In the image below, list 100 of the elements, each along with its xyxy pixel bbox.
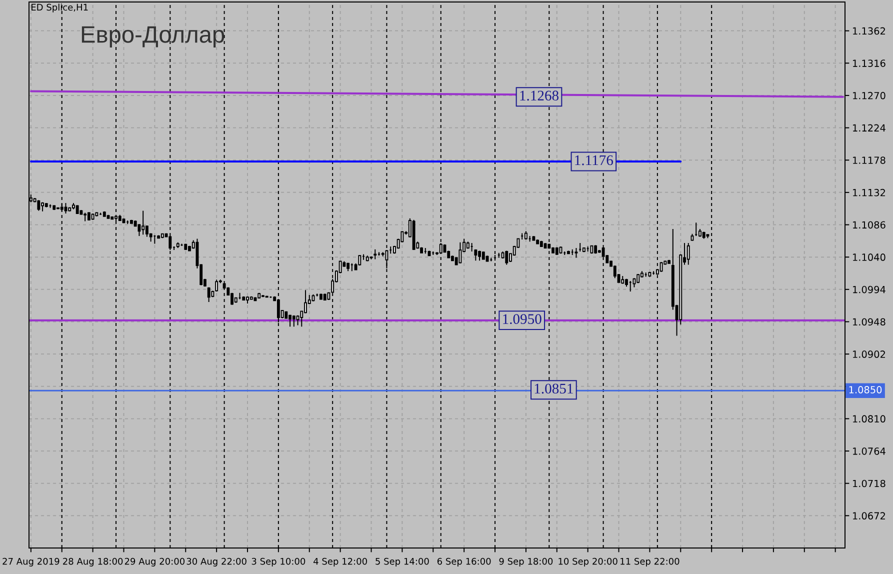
candlestick [524, 230, 528, 240]
candlestick [625, 278, 628, 288]
candlestick [458, 242, 462, 264]
candlestick [520, 232, 524, 240]
candlestick [246, 296, 249, 304]
candlestick [242, 296, 246, 300]
candlestick [37, 200, 40, 212]
candlestick [87, 212, 90, 222]
candlestick [323, 293, 326, 300]
x-tick-label: 30 Aug 22:00 [186, 558, 246, 566]
x-tick-label: 9 Sep 18:00 [499, 558, 553, 566]
candlestick [505, 250, 508, 266]
candlestick [64, 202, 68, 214]
candlestick [110, 216, 114, 220]
y-tick-label: 1.0764 [853, 448, 886, 455]
candlestick [52, 204, 56, 210]
candlestick [84, 212, 87, 222]
x-tick-label: 29 Aug 20:00 [124, 558, 185, 566]
candlestick [234, 297, 238, 304]
candlestick [686, 242, 690, 266]
candlestick [660, 262, 663, 272]
y-tick-label: 1.1040 [853, 254, 886, 261]
y-tick-label: 1.1086 [853, 221, 886, 229]
candlestick [350, 262, 354, 272]
annotation: 1.1176 [575, 155, 614, 166]
candlestick [56, 207, 60, 210]
candlestick [346, 262, 350, 272]
x-tick-label: 5 Sep 14:00 [376, 558, 429, 566]
y-tick-label: 1.0810 [853, 415, 886, 423]
candlestick [628, 280, 632, 292]
candlestick [238, 292, 242, 300]
candlestick [582, 247, 586, 253]
candlestick [176, 242, 180, 248]
candlestick [258, 292, 261, 300]
candlestick [694, 222, 698, 236]
candlestick [292, 314, 296, 328]
candlestick [552, 246, 554, 254]
y-tick-label: 1.1362 [853, 27, 885, 35]
candlestick [532, 236, 536, 241]
y-tick-label: 1.1178 [853, 156, 886, 164]
candlestick [374, 248, 377, 260]
candlestick [153, 234, 156, 244]
candlestick [44, 202, 48, 208]
x-tick-label: 4 Sep 12:00 [314, 558, 367, 566]
candlestick [567, 250, 570, 254]
candlestick [412, 219, 416, 251]
candlestick [478, 250, 482, 262]
y-tick-label: 1.1270 [853, 92, 886, 100]
candlestick [296, 314, 300, 326]
candlestick [142, 210, 145, 236]
ref-line-label: 1.0850 [849, 386, 882, 394]
candlestick [570, 248, 574, 256]
candlestick [91, 213, 94, 220]
y-tick-label: 1.1132 [853, 188, 885, 196]
candlestick [540, 240, 543, 248]
y-tick-label: 1.1224 [853, 124, 886, 132]
candlestick [130, 219, 133, 224]
candlestick [544, 242, 547, 248]
candlestick [590, 245, 594, 254]
y-tick-label: 1.0718 [853, 480, 886, 488]
candlestick [451, 255, 454, 262]
candlestick [262, 294, 264, 298]
candlestick [632, 278, 636, 288]
x-tick-label: 28 Aug 18:00 [63, 558, 123, 566]
candlestick [370, 256, 373, 260]
candlestick [482, 250, 485, 260]
x-tick-label: 3 Sep 10:00 [252, 558, 306, 566]
y-tick-label: 1.0994 [853, 286, 886, 294]
x-tick-label: 11 Sep 22:00 [620, 558, 680, 566]
candlestick [72, 202, 75, 210]
candlestick [594, 244, 598, 254]
y-tick-label: 1.0902 [853, 350, 885, 358]
candlestick [486, 255, 489, 262]
candlestick [389, 246, 392, 254]
candlestick [207, 286, 210, 303]
x-tick-label: 6 Sep 16:00 [437, 558, 491, 566]
candlestick [102, 210, 106, 217]
candlestick [265, 295, 268, 298]
annotation: 1.0950 [503, 314, 542, 324]
candlestick [574, 247, 578, 258]
candlestick [76, 204, 79, 214]
candlestick [648, 271, 652, 278]
candlestick [106, 214, 110, 219]
candlestick [668, 259, 671, 264]
candlestick [68, 206, 72, 212]
y-tick-label: 1.1316 [853, 60, 886, 67]
candlestick [118, 214, 122, 222]
candlestick [466, 241, 470, 250]
candlestick [184, 243, 188, 251]
candlestick [578, 242, 582, 252]
candlestick [160, 233, 164, 239]
x-tick-label: 27 Aug 2019 [2, 558, 60, 566]
candlestick [358, 254, 362, 266]
candlestick [320, 293, 322, 300]
annotation: 1.1268 [520, 90, 558, 101]
candlestick [424, 247, 427, 254]
candlestick [366, 255, 369, 262]
candlestick [621, 276, 624, 284]
annotation: 1.0851 [534, 384, 573, 394]
text: Евро-Доллар [82, 26, 224, 48]
